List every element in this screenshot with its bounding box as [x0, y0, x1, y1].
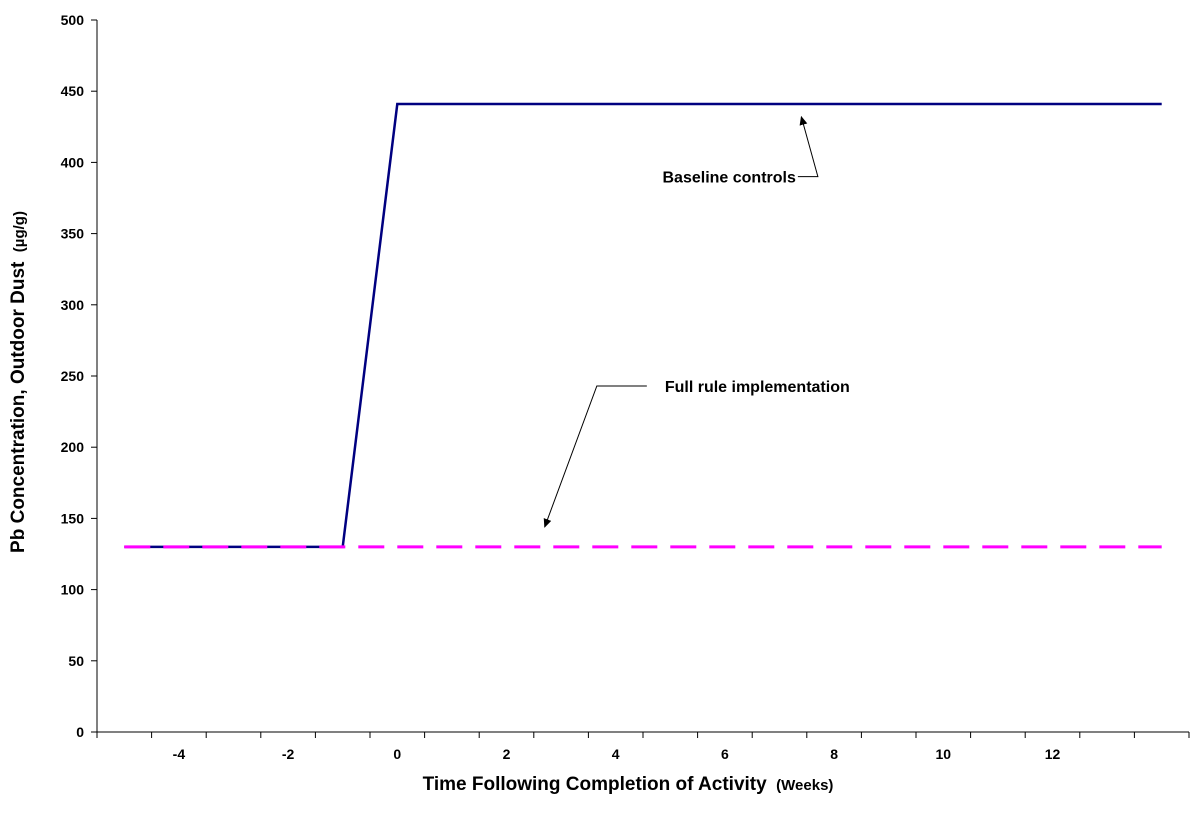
- y-tick-label: 0: [76, 724, 84, 740]
- series-line-baseline-controls: [124, 102, 1162, 549]
- y-axis-title: Pb Concentration, Outdoor Dust (µg/g): [8, 211, 29, 553]
- y-tick-label: 300: [61, 297, 85, 313]
- annotation-full-rule: Full rule implementation: [665, 379, 850, 396]
- y-tick-label: 450: [61, 83, 85, 99]
- x-tick-label: 2: [503, 746, 511, 762]
- y-tick-label: 250: [61, 368, 85, 384]
- series-layer: [124, 102, 1162, 549]
- x-tick-label: 0: [393, 746, 401, 762]
- annotation-arrow-baseline: [797, 115, 819, 178]
- x-tick-label: 10: [936, 746, 952, 762]
- x-tick-label: -4: [173, 746, 186, 762]
- annotation-arrow-full-rule: [543, 385, 647, 528]
- y-tick-label: 100: [61, 582, 85, 598]
- x-tick-label: 12: [1045, 746, 1061, 762]
- x-tick-label: -2: [282, 746, 295, 762]
- axes: [96, 20, 1189, 733]
- x-axis-title: Time Following Completion of Activity (W…: [423, 774, 834, 795]
- y-tick-label: 400: [61, 154, 85, 170]
- y-axis-title-main: Pb Concentration, Outdoor Dust: [8, 261, 29, 553]
- annotations: Baseline controls Full rule implementatio…: [543, 115, 850, 528]
- ticks: 0 50 100 150 200 250 300 350 400 450 500 -4 -2 0 2 4 6 8 1…: [61, 12, 1190, 762]
- x-tick-label: 8: [830, 746, 838, 762]
- y-axis-title-unit: (µg/g): [11, 211, 28, 252]
- y-tick-label: 200: [61, 439, 85, 455]
- x-axis-title-main: Time Following Completion of Activity: [423, 774, 768, 795]
- annotation-baseline-controls: Baseline controls: [663, 170, 796, 187]
- y-tick-label: 150: [61, 510, 85, 526]
- y-tick-label: 350: [61, 226, 85, 242]
- x-axis-title-unit: (Weeks): [776, 777, 833, 794]
- x-tick-label: 6: [721, 746, 729, 762]
- x-tick-label: 4: [612, 746, 620, 762]
- y-tick-label: 500: [61, 12, 85, 28]
- y-tick-label: 50: [68, 653, 84, 669]
